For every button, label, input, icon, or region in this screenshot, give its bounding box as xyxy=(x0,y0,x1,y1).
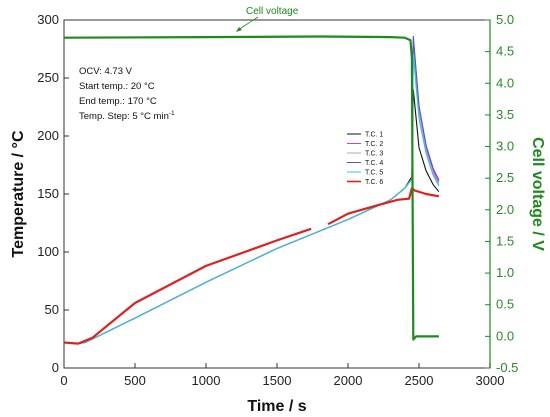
x-tick-label: 2500 xyxy=(405,373,434,388)
annotation-cell-voltage: Cell voltage xyxy=(246,6,299,17)
legend-label: T.C. 5 xyxy=(365,170,383,177)
x-tick-label: 0 xyxy=(60,373,67,388)
y-tick-label: 200 xyxy=(37,128,59,143)
y-tick-label: 250 xyxy=(37,70,59,85)
y-tick-label: 300 xyxy=(37,12,59,27)
annotation-arrow xyxy=(237,16,259,31)
x-tick-label: 2000 xyxy=(334,373,363,388)
legend-label: T.C. 6 xyxy=(365,179,383,186)
series-line-t-c-6 xyxy=(64,187,440,345)
y2-tick-label: 4.0 xyxy=(496,75,514,90)
annotation-ocv: OCV: 4.73 V xyxy=(79,66,133,77)
legend-label: T.C. 3 xyxy=(365,151,383,158)
legend-label: T.C. 2 xyxy=(365,141,383,148)
y2-tick-label: 5.0 xyxy=(496,12,514,27)
series-line-cell-voltage xyxy=(64,35,439,341)
x-axis-title: Time / s xyxy=(247,398,306,415)
y2-tick-label: 2.0 xyxy=(496,202,514,217)
y-tick-label: 0 xyxy=(52,360,59,375)
legend-label: T.C. 4 xyxy=(365,160,383,167)
y2-tick-label: -0.5 xyxy=(496,360,518,375)
y2-tick-label: 3.0 xyxy=(496,139,514,154)
y2-tick-label: 0.0 xyxy=(496,328,514,343)
y-axis-title: Temperature / °C xyxy=(10,130,27,257)
y2-tick-label: 1.5 xyxy=(496,233,514,248)
legend: T.C. 1 T.C. 2 T.C. 3 T.C. 4 T.C. 5 T.C. 6 xyxy=(347,132,383,186)
annotation-temp-step-sup: -1 xyxy=(169,110,175,117)
annotation-arrowhead xyxy=(236,27,242,32)
x-tick-label: 500 xyxy=(124,373,146,388)
annotation-end-temp: End temp.: 170 °C xyxy=(79,96,157,107)
annotation-start-temp: Start temp.: 20 °C xyxy=(79,81,155,92)
x-tick-label: 3000 xyxy=(476,373,505,388)
y-tick-label: 50 xyxy=(45,302,59,317)
legend-label: T.C. 1 xyxy=(365,132,383,139)
series-line-t-c-5 xyxy=(64,54,440,345)
annotation-temp-step: Temp. Step: 5 °C min-1 xyxy=(79,110,175,122)
y2-axis-title: Cell voltage / V xyxy=(529,137,546,251)
y2-tick-label: 0.5 xyxy=(496,297,514,312)
x-tick-label: 1000 xyxy=(192,373,221,388)
y2-tick-label: 1.0 xyxy=(496,265,514,280)
y2-tick-label: 4.5 xyxy=(496,44,514,59)
y-tick-label: 100 xyxy=(37,244,59,259)
annotation-temp-step-main: Temp. Step: 5 °C min xyxy=(79,111,169,122)
series-line-t-c-1 xyxy=(64,89,440,345)
x-tick-label: 1500 xyxy=(263,373,292,388)
y2-tick-label: 3.5 xyxy=(496,107,514,122)
y-tick-label: 150 xyxy=(37,186,59,201)
y2-tick-label: 2.5 xyxy=(496,170,514,185)
